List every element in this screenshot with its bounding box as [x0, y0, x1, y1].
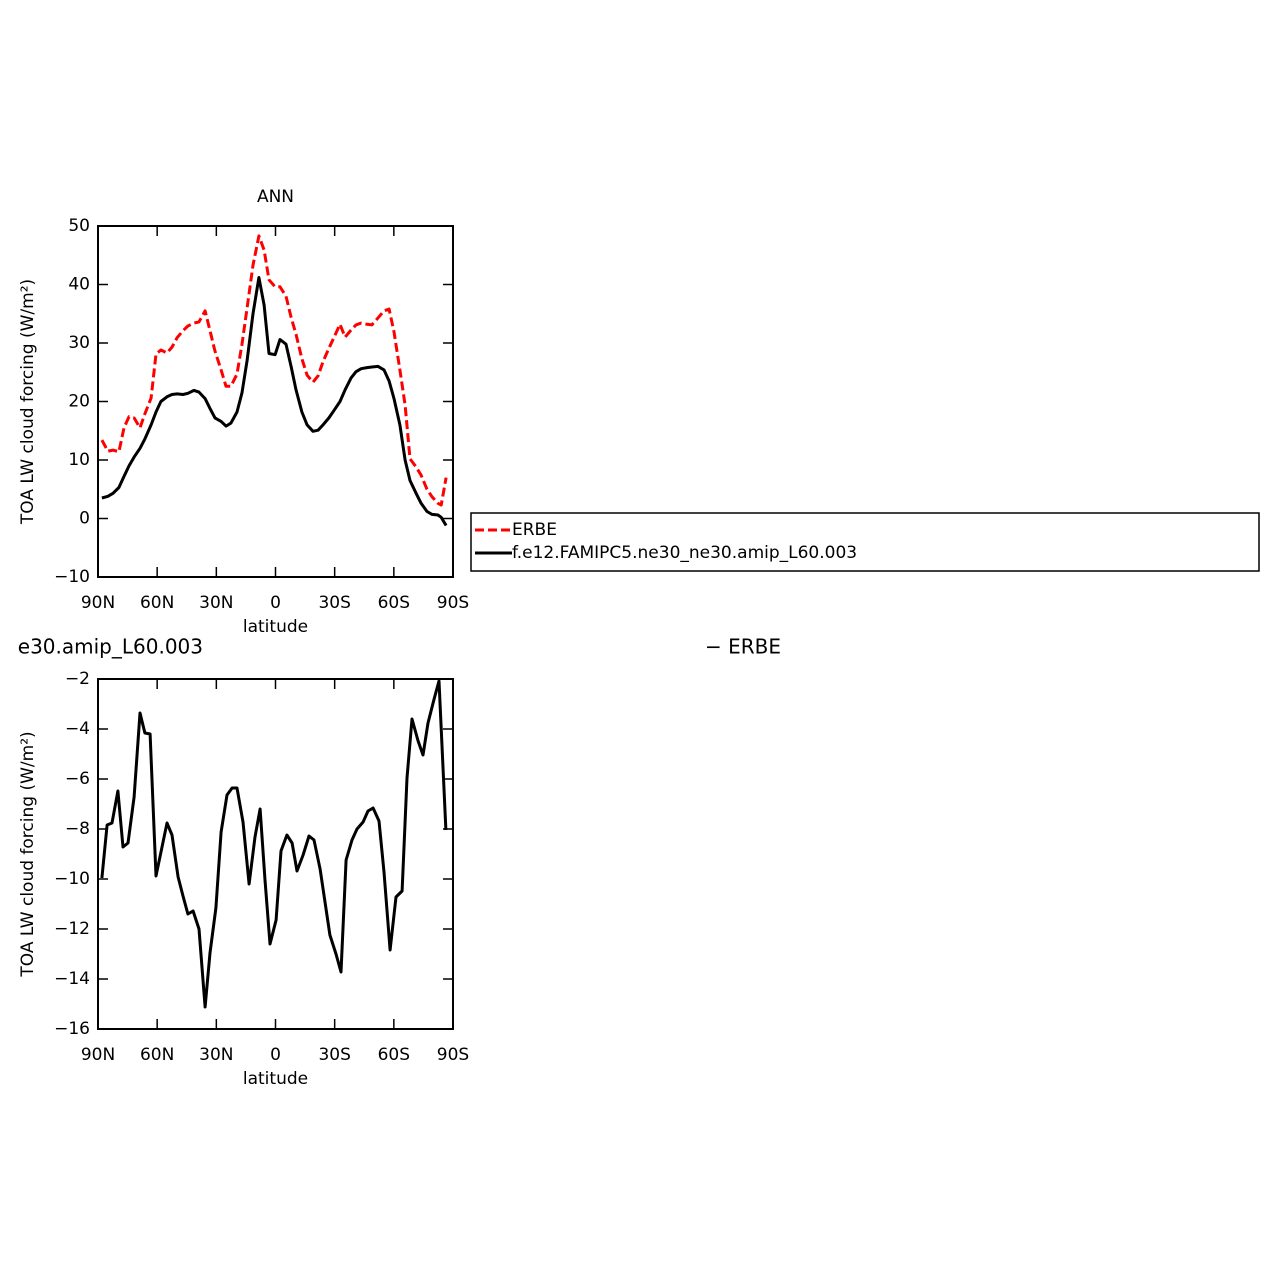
- y-tick-label: 20: [68, 392, 90, 412]
- y-tick-label: −8: [65, 819, 90, 839]
- x-axis-label: latitude: [243, 617, 308, 637]
- x-tick-label: 30S: [318, 1045, 350, 1065]
- y-tick-label: −10: [54, 869, 90, 889]
- y-tick-label: −14: [54, 969, 90, 989]
- y-tick-label: −10: [54, 567, 90, 587]
- x-tick-label: 90S: [437, 1045, 469, 1065]
- y-tick-label: −4: [65, 719, 90, 739]
- x-tick-label: 0: [270, 1045, 281, 1065]
- chart-title: − ERBE: [705, 635, 781, 659]
- y-tick-label: −6: [65, 769, 90, 789]
- x-tick-label: 60S: [378, 593, 410, 613]
- x-tick-label: 60N: [140, 593, 174, 613]
- y-axis-label: TOA LW cloud forcing (W/m²): [18, 279, 38, 525]
- x-tick-label: 30N: [199, 593, 233, 613]
- y-tick-label: 30: [68, 333, 90, 353]
- series-line: [100, 679, 448, 1009]
- legend-box: [470, 512, 1260, 572]
- x-tick-label: 60N: [140, 1045, 174, 1065]
- x-tick-label: 0: [270, 593, 281, 613]
- y-tick-label: 40: [68, 275, 90, 295]
- y-tick-label: −12: [54, 919, 90, 939]
- chart-title: e30.amip_L60.003: [18, 635, 203, 659]
- series-line: [101, 276, 448, 527]
- legend-label: f.e12.FAMIPC5.ne30_ne30.amip_L60.003: [512, 543, 857, 563]
- y-tick-label: 0: [79, 509, 90, 529]
- x-tick-label: 90N: [81, 593, 115, 613]
- y-tick-label: −16: [54, 1019, 90, 1039]
- plot-frame: [97, 678, 454, 1030]
- y-tick-label: −2: [65, 669, 90, 689]
- x-tick-label: 90N: [81, 1045, 115, 1065]
- y-axis-label: TOA LW cloud forcing (W/m²): [18, 731, 38, 977]
- y-tick-label: 50: [68, 216, 90, 236]
- legend-label: ERBE: [512, 520, 557, 540]
- x-tick-label: 30S: [318, 593, 350, 613]
- x-tick-label: 90S: [437, 593, 469, 613]
- x-axis-label: latitude: [243, 1069, 308, 1089]
- series-line: [100, 234, 448, 507]
- y-tick-label: 10: [68, 450, 90, 470]
- x-tick-label: 30N: [199, 1045, 233, 1065]
- x-tick-label: 60S: [378, 1045, 410, 1065]
- chart-title: ANN: [257, 187, 294, 207]
